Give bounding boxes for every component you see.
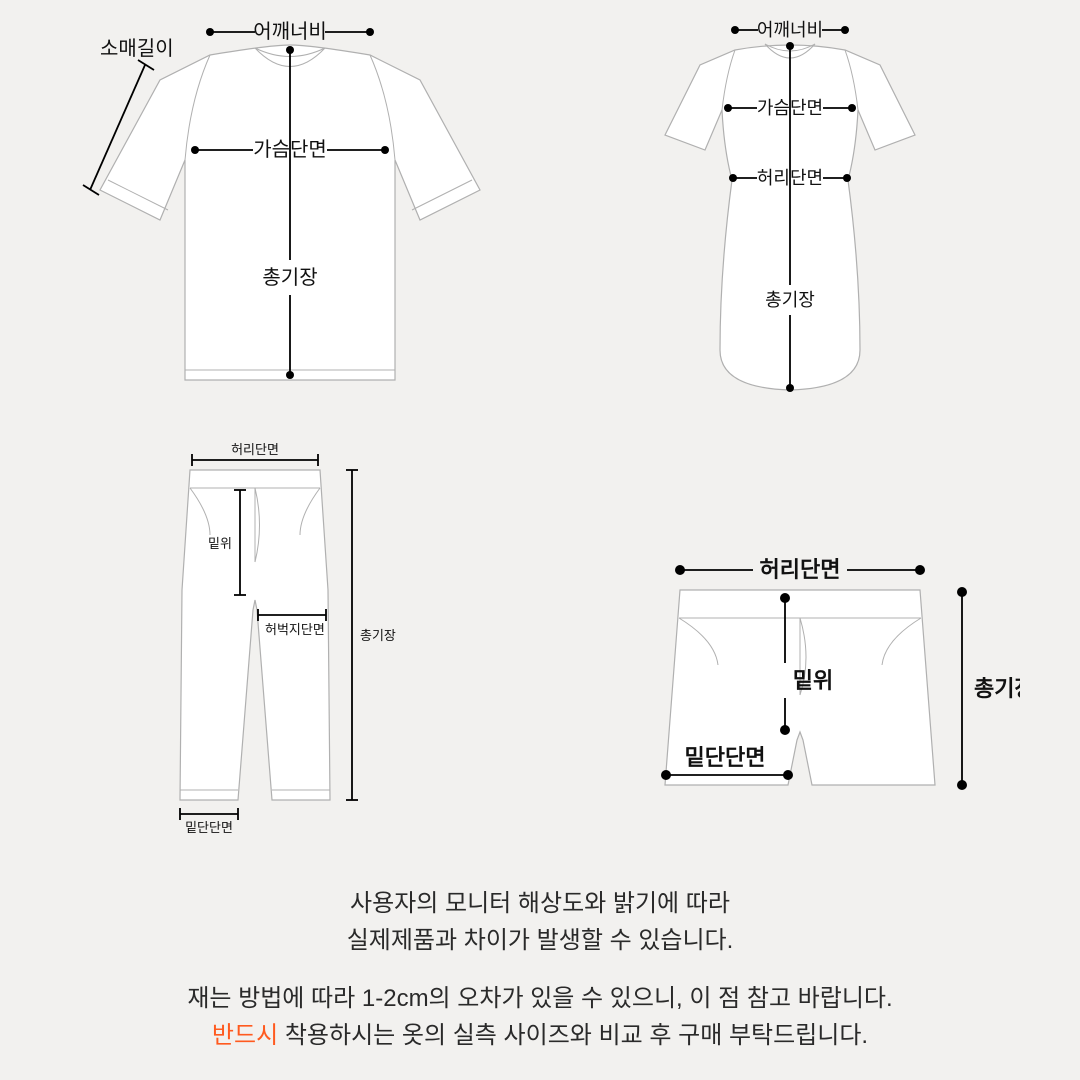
- tshirt-shoulder-label: 어깨너비: [253, 20, 327, 43]
- shorts-length-label: 총기장: [974, 676, 1020, 701]
- footer-line-1b: 실제제품과 차이가 발생할 수 있습니다.: [0, 922, 1080, 959]
- footer-line-1a: 사용자의 모니터 해상도와 밝기에 따라: [0, 885, 1080, 922]
- diagram-grid: 어깨너비 소매길이 가슴단면 총기장: [0, 0, 1080, 840]
- footer-highlight: 반드시: [212, 1022, 278, 1049]
- footer-line-2a: 재는 방법에 따라 1-2cm의 오차가 있을 수 있으니, 이 점 참고 바랍…: [0, 980, 1080, 1017]
- dress-length-label: 총기장: [765, 290, 815, 310]
- pants-waist-label: 허리단면: [231, 442, 279, 457]
- pants-length-label: 총기장: [360, 628, 396, 643]
- pants-rise-label: 밑위: [208, 536, 232, 551]
- dress-diagram: 어깨너비 가슴단면 허리단면 총기장: [560, 10, 1020, 410]
- shorts-waist-label: 허리단면: [760, 557, 841, 582]
- shorts-rise-label: 밑위: [793, 668, 833, 693]
- shorts-diagram: 허리단면 밑위 밑단단면 총기장: [560, 440, 1020, 840]
- tshirt-diagram: 어깨너비 소매길이 가슴단면 총기장: [60, 10, 520, 410]
- shorts-hem-label: 밑단단면: [685, 745, 766, 770]
- pants-diagram: 허리단면 밑위 허벅지단면 총기장 밑단단면: [60, 440, 520, 840]
- footer-line-2b: 반드시 착용하시는 옷의 실측 사이즈와 비교 후 구매 부탁드립니다.: [0, 1017, 1080, 1054]
- dress-shoulder-label: 어깨너비: [757, 20, 823, 40]
- pants-hem-label: 밑단단면: [185, 820, 233, 835]
- footer-line-2b-rest: 착용하시는 옷의 실측 사이즈와 비교 후 구매 부탁드립니다.: [278, 1022, 868, 1049]
- tshirt-length-label: 총기장: [262, 266, 317, 289]
- tshirt-sleeve-label: 소매길이: [100, 37, 174, 60]
- pants-thigh-label: 허벅지단면: [265, 622, 325, 637]
